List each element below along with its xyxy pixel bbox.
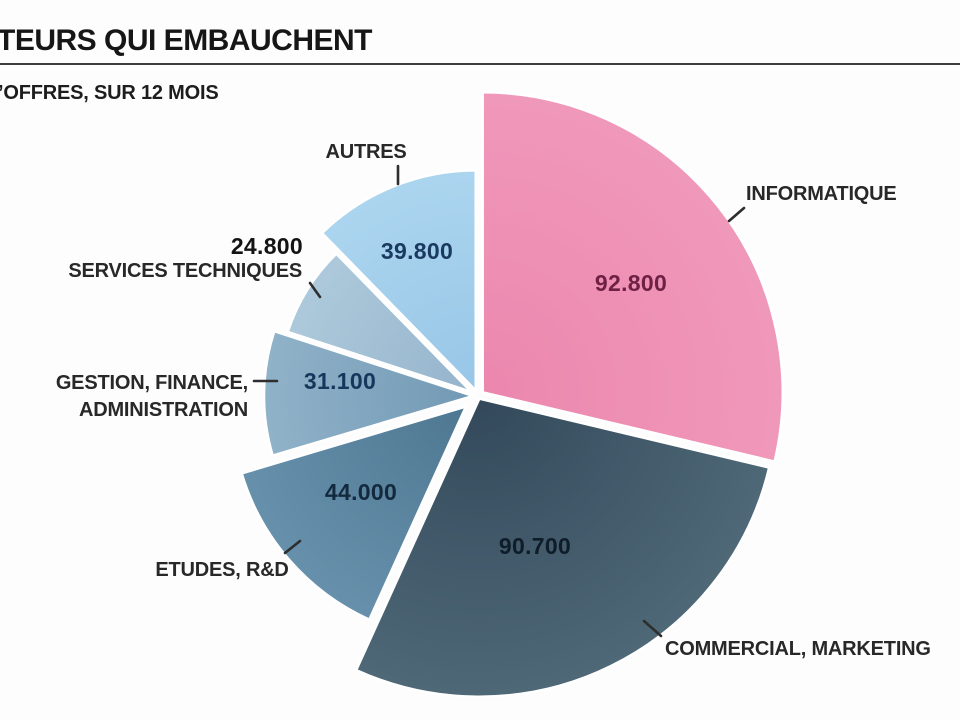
sector-label-autres: AUTRES	[325, 141, 406, 163]
pie-slice-informatique	[481, 91, 784, 464]
page-title: TEURS QUI EMBAUCHENT	[0, 24, 373, 57]
value-label-informatique: 92.800	[595, 270, 667, 296]
label-tick-etudes	[283, 539, 302, 555]
sector-label-services: SERVICES TECHNIQUES	[68, 260, 302, 282]
sector-label-informatique: INFORMATIQUE	[746, 183, 897, 205]
sector-label-etudes: ETUDES, R&D	[155, 559, 288, 581]
label-tick-services	[308, 281, 322, 299]
sector-label-gestion: GESTION, FINANCE, ADMINISTRATION	[56, 372, 248, 421]
pie-slice-commercial	[354, 397, 771, 698]
pie-slice-services	[286, 251, 473, 393]
value-label-gestion: 31.100	[304, 368, 376, 394]
pie-slice-etudes	[240, 404, 469, 622]
value-label-autres: 39.800	[381, 238, 453, 264]
label-tick-commercial	[642, 619, 663, 638]
pie-slice-autres	[320, 169, 477, 394]
pie-slice-gestion	[262, 329, 478, 458]
value-label-etudes: 44.000	[325, 479, 397, 505]
sector-label-commercial: COMMERCIAL, MARKETING	[665, 638, 931, 660]
value-label-services: 24.800	[231, 233, 303, 259]
value-label-commercial: 90.700	[499, 533, 571, 559]
chart-subtitle: ’OFFRES, SUR 12 MOIS	[0, 82, 219, 104]
title-underline	[0, 63, 960, 65]
label-tick-informatique	[727, 206, 746, 223]
